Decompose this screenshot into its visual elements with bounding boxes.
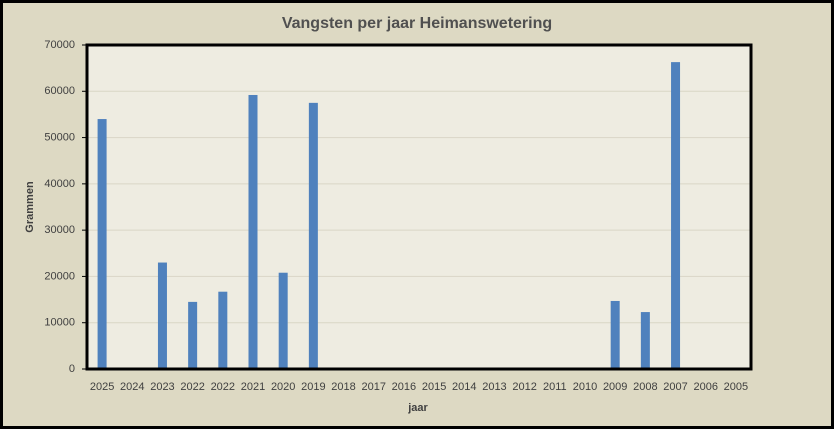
- y-tick-label: 0: [69, 363, 75, 375]
- x-tick-label: 2010: [573, 381, 597, 393]
- x-tick-label: 2016: [392, 381, 416, 393]
- bar: [308, 102, 318, 369]
- bar: [671, 62, 681, 370]
- bar: [248, 94, 258, 369]
- bar: [278, 272, 288, 369]
- x-tick-label: 2017: [361, 381, 385, 393]
- plot-border: [85, 43, 753, 371]
- x-tick-label: 2009: [603, 381, 627, 393]
- x-tick-label: 2008: [633, 381, 657, 393]
- x-tick-label: 2005: [724, 381, 748, 393]
- y-tick-label: 60000: [44, 85, 75, 97]
- bar: [610, 300, 620, 369]
- y-tick-label: 30000: [44, 224, 75, 236]
- y-tick-label: 70000: [44, 39, 75, 51]
- chart-title: Vangsten per jaar Heimanswetering: [282, 15, 552, 32]
- x-tick-label: 2025: [90, 381, 114, 393]
- y-tick-label: 20000: [44, 270, 75, 282]
- x-tick-label: 2015: [422, 381, 446, 393]
- x-tick-label: 2024: [120, 381, 144, 393]
- bar: [218, 291, 228, 369]
- x-tick-label: 2006: [693, 381, 717, 393]
- x-tick-label: 2020: [271, 381, 295, 393]
- x-axis-title: jaar: [407, 402, 428, 414]
- y-tick-label: 40000: [44, 178, 75, 190]
- bar: [97, 119, 107, 369]
- x-tick-label: 2007: [663, 381, 687, 393]
- x-tick-label: 2011: [543, 381, 567, 393]
- y-tick-label: 10000: [44, 317, 75, 329]
- x-tick-label: 2018: [331, 381, 355, 393]
- y-tick-label: 50000: [44, 131, 75, 143]
- bar: [640, 312, 650, 369]
- x-tick-label: 2013: [482, 381, 506, 393]
- bar: [188, 301, 198, 369]
- x-tick-label: 2022: [211, 381, 235, 393]
- bar: [157, 262, 167, 369]
- x-tick-label: 2021: [241, 381, 265, 393]
- plot-area: [87, 45, 751, 369]
- y-axis-title: Grammen: [24, 181, 36, 233]
- x-tick-label: 2014: [452, 381, 476, 393]
- x-tick-label: 2022: [180, 381, 204, 393]
- x-tick-label: 2019: [301, 381, 325, 393]
- x-tick-label: 2023: [150, 381, 174, 393]
- x-tick-label: 2012: [512, 381, 536, 393]
